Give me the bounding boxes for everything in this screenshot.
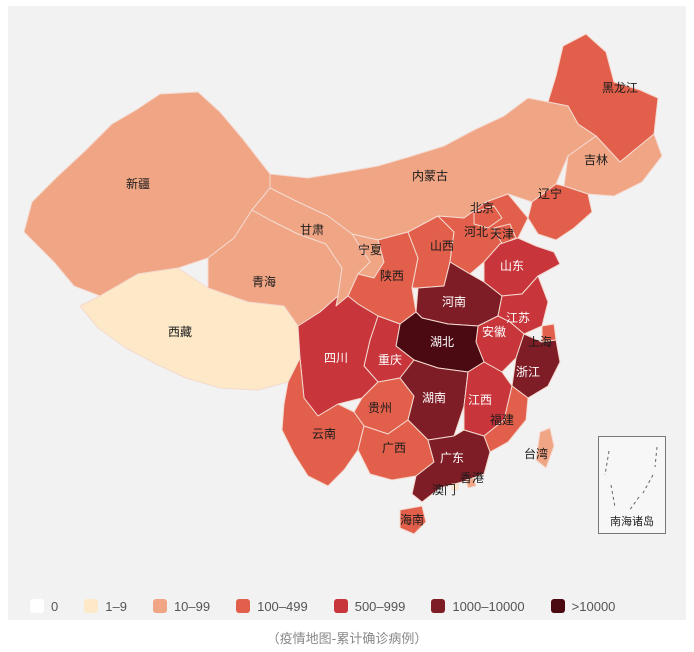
legend-item: 500–999 [333, 598, 406, 614]
province-label: 北京 [470, 201, 494, 215]
legend-item: 1–9 [84, 599, 127, 614]
province-label: 河北 [464, 225, 488, 239]
region-fujian[interactable] [483, 385, 529, 453]
legend: 0 1–9 10–99 100–499 500–999 1000–10000 >10000 [30, 596, 670, 616]
province-label: 湖南 [422, 390, 446, 405]
south-china-sea-islands-icon [604, 446, 658, 512]
legend-swatch [550, 599, 565, 613]
province-label: 江西 [468, 393, 492, 407]
province-label: 山西 [430, 239, 454, 253]
province-label: 吉林 [584, 153, 608, 167]
province-label: 浙江 [516, 365, 540, 379]
region-liaoning[interactable] [527, 183, 593, 241]
legend-label: 500–999 [354, 598, 406, 614]
province-label: 河南 [442, 294, 466, 309]
province-label: 海南 [400, 512, 424, 527]
province-label: 广东 [440, 451, 464, 465]
region-taiwan[interactable] [535, 427, 555, 469]
map-panel: 黑龙江吉林辽宁 内蒙古新疆西藏 青海 甘肃宁夏陕西 山西 河北 北京天津山东河南江苏 安徽上海… [8, 6, 686, 620]
province-label: 云南 [312, 426, 336, 441]
legend-swatch [431, 599, 446, 613]
province-label: 甘肃 [300, 223, 324, 237]
south-china-sea-inset: 南海诸岛 [598, 436, 666, 534]
legend-label: 0 [51, 598, 59, 614]
region-aomen[interactable] [451, 483, 459, 491]
legend-swatch [30, 599, 44, 613]
map-caption: （疫情地图-累计确诊病例） [266, 632, 428, 647]
region-hainan[interactable] [399, 505, 427, 535]
province-label: 新疆 [126, 176, 150, 191]
province-label: 安徽 [482, 324, 506, 339]
region-zhejiang[interactable] [511, 333, 561, 399]
province-label: 贵州 [368, 401, 392, 415]
province-label: 上海 [528, 334, 552, 349]
legend-swatch [84, 599, 99, 613]
province-label: 内蒙古 [412, 168, 448, 183]
legend-swatch [333, 599, 348, 613]
legend-item: 10–99 [152, 598, 211, 614]
province-label: 福建 [490, 412, 514, 427]
province-label: 四川 [324, 351, 348, 365]
legend-item: 0 [30, 599, 58, 614]
legend-label: 100–499 [257, 598, 308, 614]
province-label: 重庆 [378, 353, 402, 367]
province-label: 黑龙江 [602, 81, 638, 95]
province-label: 青海 [252, 274, 276, 289]
region-tianjin[interactable] [493, 223, 517, 245]
province-label: 陕西 [380, 268, 404, 283]
region-jilin[interactable] [563, 133, 663, 197]
legend-label: >10000 [571, 598, 616, 614]
legend-swatch [236, 599, 251, 613]
province-label: 广西 [382, 441, 406, 455]
inset-label: 南海诸岛 [610, 515, 654, 528]
province-label: 天津 [490, 227, 514, 241]
province-label: 湖北 [430, 334, 454, 349]
legend-item: 1000–10000 [431, 598, 525, 614]
province-label: 辽宁 [538, 186, 562, 201]
province-label: 江苏 [506, 311, 530, 325]
province-label: 香港 [460, 471, 484, 485]
legend-item: 100–499 [236, 599, 308, 614]
province-label: 山东 [500, 259, 524, 273]
region-guangdong[interactable] [411, 429, 491, 503]
legend-label: 10–99 [173, 598, 211, 614]
legend-item: >10000 [550, 598, 616, 614]
region-beijing[interactable] [473, 205, 503, 229]
legend-label: 1–9 [105, 598, 127, 614]
region-xianggang[interactable] [465, 477, 477, 489]
province-label: 台湾 [524, 446, 548, 461]
legend-swatch [152, 599, 167, 613]
province-label: 澳门 [432, 482, 456, 497]
legend-label: 1000–10000 [452, 598, 525, 614]
province-label: 宁夏 [358, 242, 382, 257]
province-label: 西藏 [168, 325, 192, 339]
